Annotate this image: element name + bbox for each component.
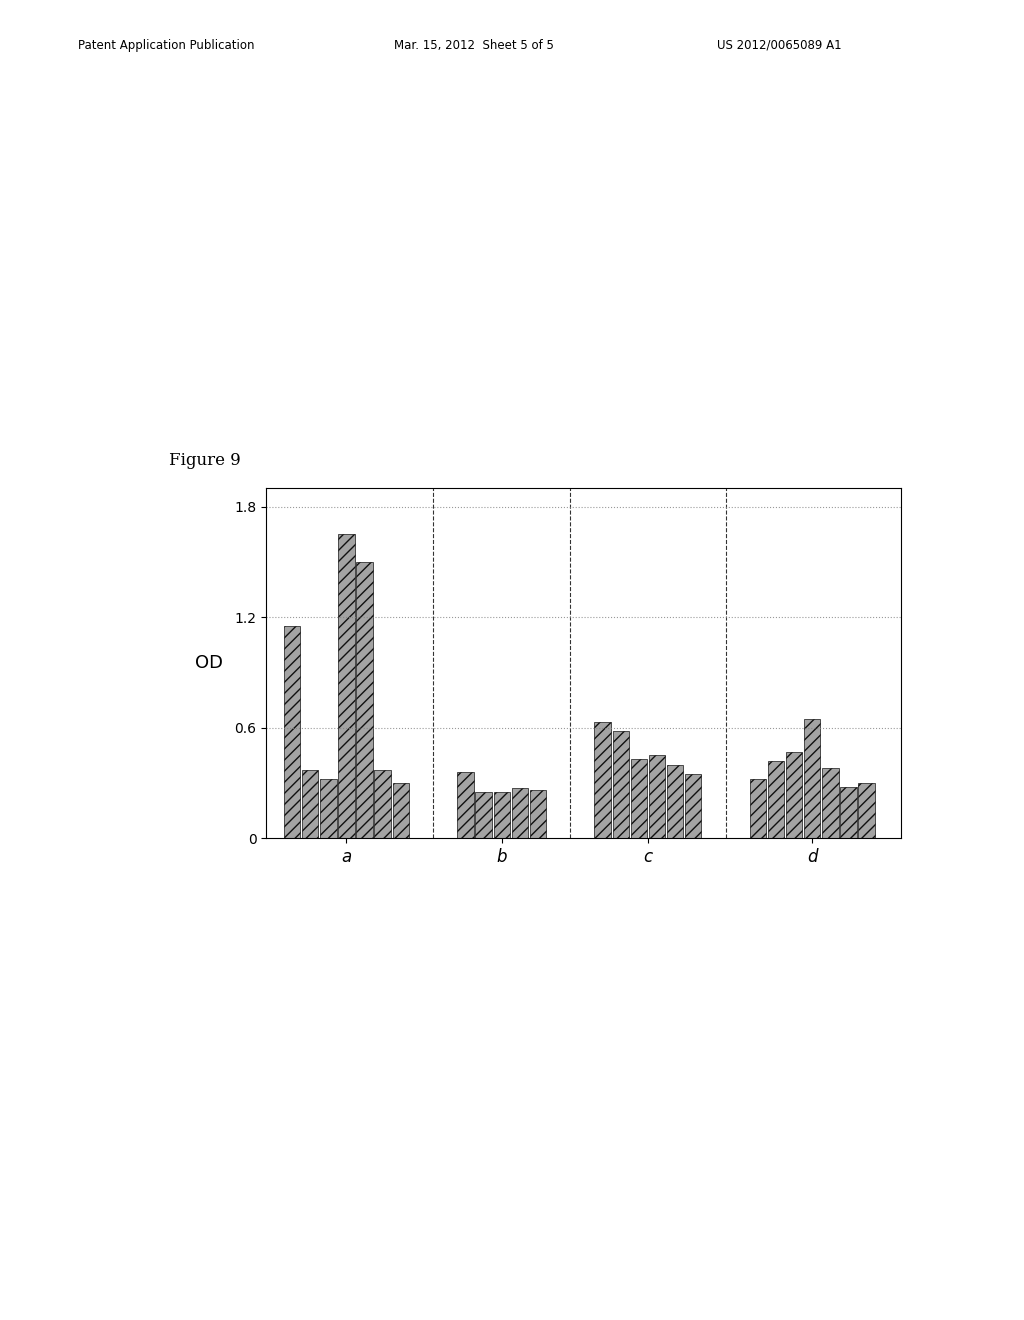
Bar	[338, 535, 354, 838]
Text: Patent Application Publication: Patent Application Publication	[78, 38, 254, 51]
Y-axis label: OD: OD	[196, 655, 223, 672]
Bar	[302, 770, 318, 838]
Text: Mar. 15, 2012  Sheet 5 of 5: Mar. 15, 2012 Sheet 5 of 5	[394, 38, 554, 51]
Bar	[321, 779, 337, 838]
Bar	[375, 770, 391, 838]
Bar	[667, 764, 683, 838]
Text: Figure 9: Figure 9	[169, 451, 241, 469]
Bar	[356, 562, 373, 838]
Bar	[858, 783, 874, 838]
Bar	[649, 755, 666, 838]
Bar	[822, 768, 839, 838]
Bar	[392, 783, 409, 838]
Bar	[631, 759, 647, 838]
Bar	[529, 791, 546, 838]
Bar	[685, 774, 701, 838]
Bar	[786, 751, 803, 838]
Bar	[750, 779, 766, 838]
Bar	[458, 772, 474, 838]
Bar	[475, 792, 492, 838]
Bar	[494, 792, 510, 838]
Bar	[841, 787, 857, 838]
Bar	[284, 627, 300, 838]
Text: US 2012/0065089 A1: US 2012/0065089 A1	[717, 38, 842, 51]
Bar	[804, 718, 820, 838]
Bar	[512, 788, 528, 838]
Bar	[595, 722, 611, 838]
Bar	[612, 731, 629, 838]
Bar	[768, 760, 784, 838]
